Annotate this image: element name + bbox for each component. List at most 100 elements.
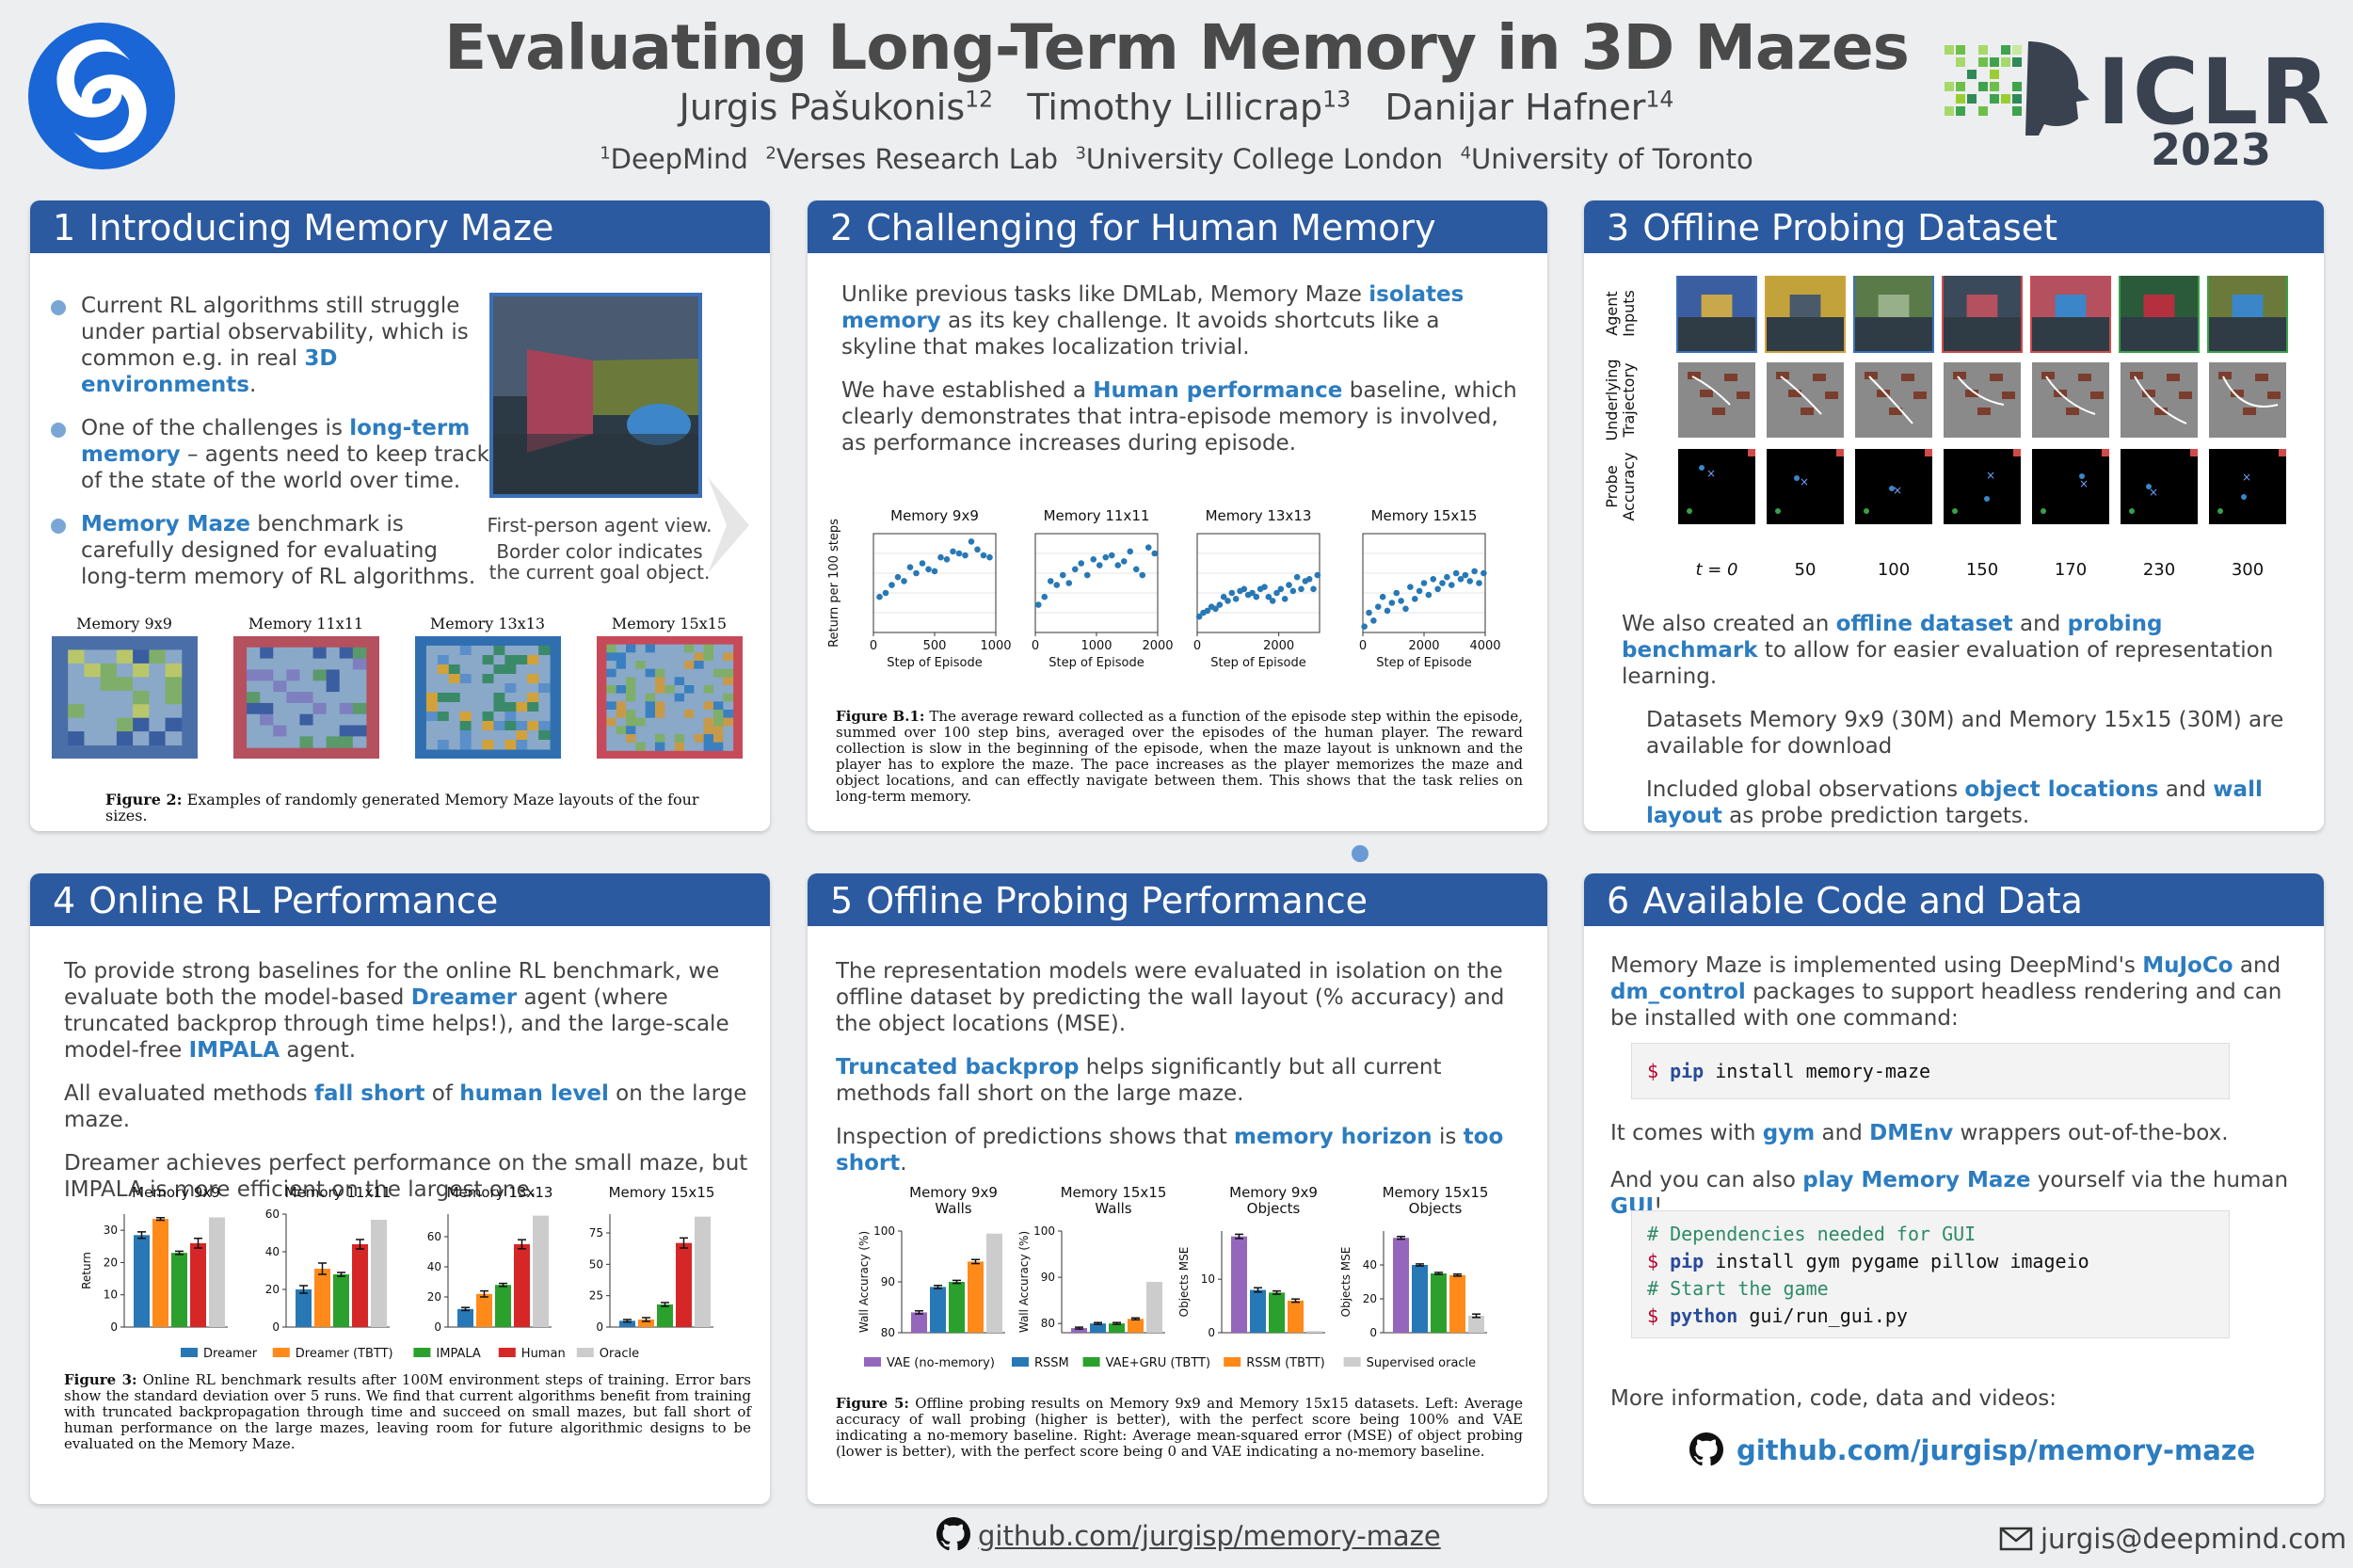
maze-cell <box>352 702 366 715</box>
maze-cell <box>634 717 646 727</box>
bar <box>930 1287 946 1333</box>
maze-wall <box>2002 392 2015 399</box>
panel-body: Current RL algorithms still struggle und… <box>51 293 493 607</box>
gui-code-block[interactable]: # Dependencies needed for GUI $ pip inst… <box>1631 1210 2230 1338</box>
y-tick-label: 25 <box>589 1289 603 1303</box>
mail-icon <box>1999 1527 2033 1551</box>
agent-input-floor <box>2209 317 2286 351</box>
y-tick-label: 90 <box>881 1275 895 1288</box>
probing-dataset-figure: AgentInputs UnderlyingTrajectory ProbeAccu… <box>1603 276 2288 580</box>
y-tick-label: 30 <box>104 1224 118 1237</box>
trajectory-path <box>1691 376 1731 406</box>
footer-repo-link[interactable]: github.com/jurgisp/memory-maze <box>936 1517 1441 1552</box>
maze-cell <box>116 731 134 746</box>
maze-cell <box>683 717 695 727</box>
repo-link[interactable]: github.com/jurgisp/memory-maze <box>1689 1432 2255 1466</box>
maze-cell <box>425 683 438 694</box>
maze-cell <box>298 669 313 681</box>
maze-wall <box>1724 374 1737 381</box>
maze-cell <box>437 655 449 665</box>
highlighted-term: isolates memory <box>841 282 1465 333</box>
paragraph: It comes with gym and DMEnv wrappers out… <box>1610 1121 2229 1145</box>
maze-cell <box>693 701 704 711</box>
maze-cell <box>148 690 166 705</box>
x-axis-label: Step of Episode <box>887 656 982 670</box>
maze-cell <box>654 693 665 702</box>
maze-cell <box>312 736 327 748</box>
bar <box>968 1261 984 1333</box>
trajectory-path <box>1868 376 1913 424</box>
maze-wall <box>2142 390 2155 397</box>
maze-cell <box>425 655 438 665</box>
maze-cell <box>259 647 274 660</box>
x-tick-label: 0 <box>1359 639 1367 653</box>
data-point <box>1476 580 1482 586</box>
probe-marker <box>2279 449 2286 456</box>
maze-cell <box>148 649 166 664</box>
t-value: 300 <box>2232 560 2264 580</box>
maze-cell <box>326 736 340 748</box>
maze-cell <box>654 734 665 744</box>
subplot-title: Memory 11x11 <box>1044 507 1150 524</box>
maze-cell <box>504 721 517 731</box>
maze-wall <box>2179 392 2192 399</box>
logo-square <box>1967 94 1977 104</box>
paragraph: The representation models were evaluated… <box>836 959 1505 1036</box>
install-command-block[interactable]: $ pip install memory-maze <box>1631 1043 2230 1099</box>
maze-cell <box>437 674 449 684</box>
data-point <box>1452 569 1460 577</box>
data-point <box>1366 609 1372 616</box>
maze-cell <box>246 736 261 748</box>
caption-text: Online RL benchmark results after 100M e… <box>64 1371 751 1452</box>
logo-square <box>2001 57 2010 67</box>
maze-cell <box>425 693 438 703</box>
paragraph: Dreamer achieves perfect performance on … <box>64 1151 748 1202</box>
maze-cell <box>339 680 353 693</box>
logo-square <box>1990 82 1999 91</box>
plot-frame <box>1034 533 1159 633</box>
subplot-title: Memory 15x15 <box>609 1184 715 1201</box>
data-point <box>901 578 907 584</box>
data-point <box>937 553 944 561</box>
data-point <box>1425 591 1433 599</box>
maze-cell <box>492 646 505 656</box>
maze-wall <box>1813 374 1826 381</box>
maze-cell <box>312 658 327 670</box>
data-point <box>1071 566 1079 573</box>
bar <box>190 1242 206 1327</box>
maze-cell <box>526 721 539 731</box>
maze-layout-image <box>414 636 561 759</box>
maze-cell <box>437 664 449 675</box>
maze-cell <box>352 725 366 737</box>
probe-marker <box>1836 449 1844 456</box>
logo-square <box>1956 57 1965 67</box>
maze-cell <box>482 693 494 703</box>
maze-cell <box>352 680 366 693</box>
legend-swatch <box>1082 1357 1100 1367</box>
caption-line: the current goal object. <box>488 561 711 584</box>
y-axis-label: Objects MSE <box>1339 1247 1353 1318</box>
repo-link-text: github.com/jurgisp/memory-maze <box>1737 1434 2256 1466</box>
y-tick-label: 20 <box>1363 1292 1377 1305</box>
maze-cell <box>645 668 655 678</box>
maze-cell <box>504 646 517 656</box>
data-point <box>1108 552 1115 559</box>
footer-email-link[interactable]: jurgis@deepmind.com <box>1999 1523 2346 1555</box>
data-point <box>1416 587 1423 595</box>
logo-square <box>1990 70 1999 79</box>
maze-cell <box>703 652 713 662</box>
maze-cell <box>492 683 505 694</box>
maze-cell <box>448 646 460 656</box>
panel-header: 1 Introducing Memory Maze <box>30 200 770 253</box>
maze-cell <box>712 701 724 711</box>
maze-cell <box>537 655 551 665</box>
subplot-title: Memory 15x15 <box>1061 1184 1167 1201</box>
maze-cell <box>492 730 505 741</box>
logo-square <box>1956 82 1965 91</box>
maze-cell <box>425 674 438 684</box>
maze-cell <box>526 740 539 750</box>
data-point <box>1457 576 1465 583</box>
maze-cell <box>703 693 713 702</box>
subplot-title: Walls <box>1095 1200 1131 1217</box>
maze-cell <box>459 740 472 750</box>
